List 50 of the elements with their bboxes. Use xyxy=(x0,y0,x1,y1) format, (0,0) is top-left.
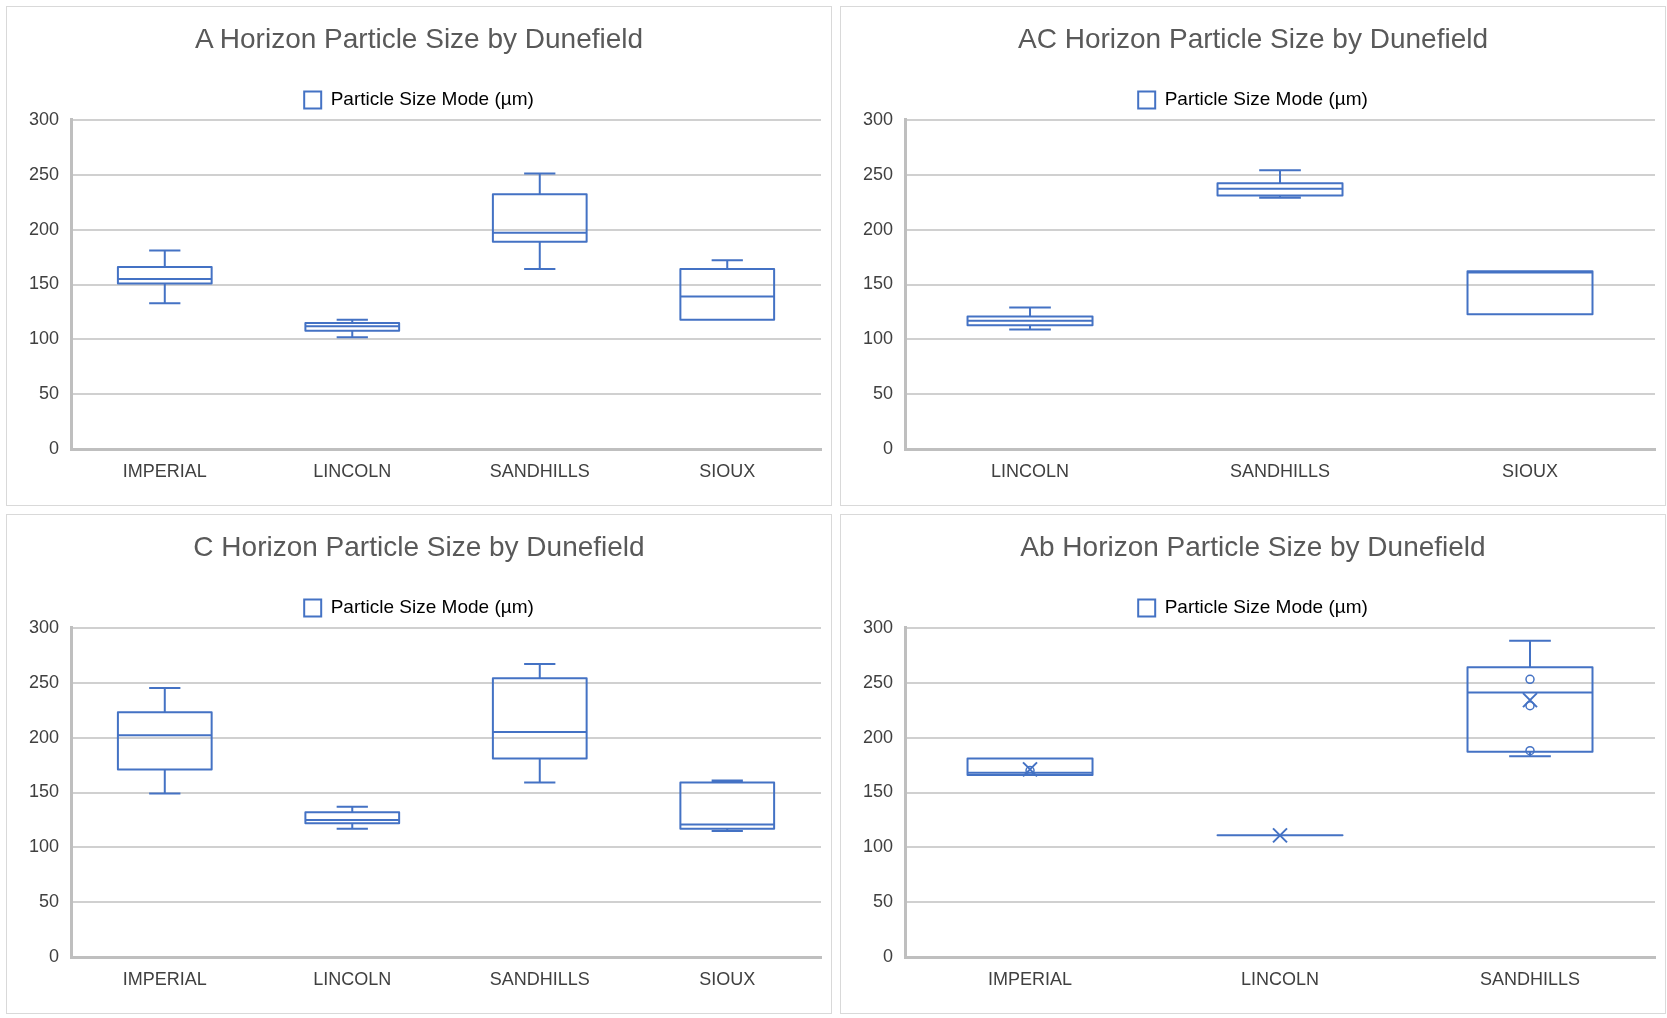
x-tick-label: LINCOLN xyxy=(1241,969,1320,990)
chart-title: Ab Horizon Particle Size by Dunefield xyxy=(1020,530,1486,562)
x-tick-label: SIOUX xyxy=(699,969,756,990)
y-tick-label: 200 xyxy=(28,218,60,239)
y-tick-label: 300 xyxy=(862,108,894,129)
x-tick-label: LINCOLN xyxy=(991,461,1070,482)
legend-label: Particle Size Mode (µm) xyxy=(1164,88,1368,110)
y-tick-label: 250 xyxy=(28,163,60,184)
chart-title: A Horizon Particle Size by Dunefield xyxy=(194,22,644,54)
x-tick-label: SIOUX xyxy=(1502,461,1559,482)
y-tick-label: 0 xyxy=(49,946,60,967)
y-tick-label: 100 xyxy=(862,328,894,349)
x-tick-label: SIOUX xyxy=(699,461,756,482)
chart-title: C Horizon Particle Size by Dunefield xyxy=(193,530,645,562)
x-tick-label: IMPERIAL xyxy=(988,969,1073,990)
y-tick-label: 200 xyxy=(28,726,60,747)
x-tick-label: SANDHILLS xyxy=(1229,461,1331,482)
y-tick-label: 100 xyxy=(28,836,60,857)
y-tick-label: 300 xyxy=(28,616,60,637)
y-tick-label: 0 xyxy=(883,438,894,459)
y-tick-label: 300 xyxy=(28,108,60,129)
y-tick-label: 50 xyxy=(39,891,60,912)
x-tick-label: IMPERIAL xyxy=(122,969,207,990)
y-tick-label: 150 xyxy=(862,781,894,802)
y-tick-label: 250 xyxy=(28,671,60,692)
y-tick-label: 150 xyxy=(28,781,60,802)
x-tick-label: SANDHILLS xyxy=(489,969,590,990)
legend-label: Particle Size Mode (µm) xyxy=(330,596,534,618)
x-tick-label: SANDHILLS xyxy=(1479,969,1581,990)
y-tick-label: 200 xyxy=(862,218,894,239)
x-tick-label: SANDHILLS xyxy=(489,461,590,482)
y-tick-label: 0 xyxy=(49,438,60,459)
y-tick-label: 50 xyxy=(873,891,894,912)
y-tick-label: 300 xyxy=(862,616,894,637)
y-tick-label: 50 xyxy=(39,383,60,404)
x-tick-label: LINCOLN xyxy=(313,461,392,482)
y-tick-label: 200 xyxy=(862,726,894,747)
chart-title: AC Horizon Particle Size by Dunefield xyxy=(1018,22,1488,54)
legend-label: Particle Size Mode (µm) xyxy=(330,88,534,110)
y-tick-label: 50 xyxy=(873,383,894,404)
legend-label: Particle Size Mode (µm) xyxy=(1164,596,1368,618)
y-tick-label: 250 xyxy=(862,163,894,184)
y-tick-label: 0 xyxy=(883,946,894,967)
y-tick-label: 100 xyxy=(28,328,60,349)
y-tick-label: 150 xyxy=(862,273,894,294)
y-tick-label: 150 xyxy=(28,273,60,294)
x-tick-label: LINCOLN xyxy=(313,969,392,990)
x-tick-label: IMPERIAL xyxy=(122,461,207,482)
y-tick-label: 100 xyxy=(862,836,894,857)
y-tick-label: 250 xyxy=(862,671,894,692)
